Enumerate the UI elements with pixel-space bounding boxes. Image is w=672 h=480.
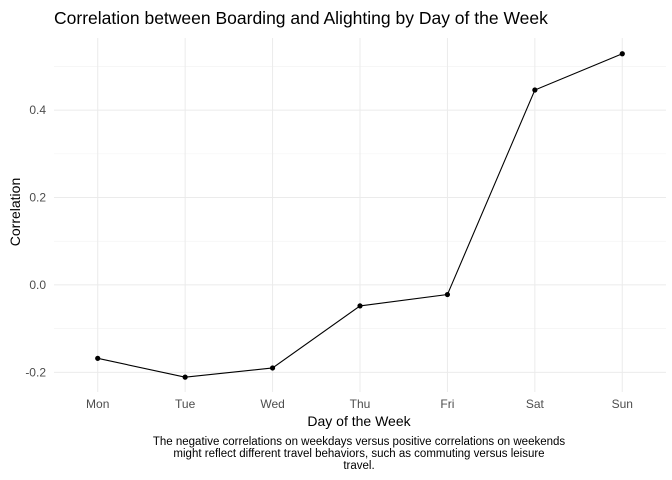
- plot-area: [54, 38, 666, 392]
- x-axis-label: Day of the Week: [307, 413, 411, 429]
- x-tick-label: Tue: [175, 397, 196, 411]
- x-axis-ticks: Mon Tue Wed Thu Fri Sat Sun: [86, 397, 633, 411]
- x-tick-label: Wed: [260, 397, 284, 411]
- y-axis-ticks: -0.2 0.0 0.2 0.4: [25, 103, 46, 379]
- x-tick-label: Thu: [350, 397, 371, 411]
- x-tick-label: Mon: [86, 397, 109, 411]
- data-point: [95, 355, 101, 361]
- y-tick-label: -0.2: [25, 365, 46, 379]
- x-tick-label: Sun: [612, 397, 633, 411]
- data-point: [357, 303, 363, 309]
- data-point: [269, 365, 276, 371]
- y-tick-label: 0.2: [29, 191, 46, 205]
- y-tick-label: 0.4: [29, 103, 46, 117]
- y-tick-label: 0.0: [29, 278, 46, 292]
- data-point: [532, 87, 538, 93]
- x-tick-label: Sat: [526, 397, 545, 411]
- major-gridlines: [54, 38, 666, 392]
- caption-line: travel.: [343, 460, 374, 472]
- y-axis-label: Correlation: [7, 178, 23, 246]
- data-point: [444, 291, 451, 298]
- x-tick-label: Fri: [440, 397, 454, 411]
- caption: The negative correlations on weekdays ve…: [153, 436, 566, 472]
- data-point: [182, 374, 188, 380]
- caption-line: might reflect different travel behaviors…: [173, 448, 544, 460]
- caption-line: The negative correlations on weekdays ve…: [153, 436, 566, 448]
- chart-title: Correlation between Boarding and Alighti…: [54, 8, 548, 28]
- data-point: [619, 51, 625, 57]
- data-series: [95, 51, 625, 380]
